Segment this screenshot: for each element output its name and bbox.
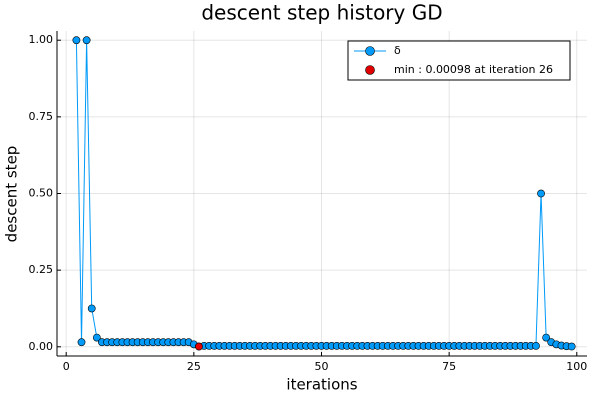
y-tick-label: 0.75 [29, 110, 54, 123]
data-point [87, 304, 96, 313]
data-point [542, 333, 551, 342]
data-point [77, 338, 86, 347]
legend-label: min : 0.00098 at iteration 26 [394, 63, 553, 76]
legend-marker [365, 46, 375, 56]
data-point [537, 189, 545, 198]
y-axis-label: descent step [3, 146, 21, 243]
legend-label: δ [394, 44, 401, 57]
y-tick-label: 1.00 [29, 33, 54, 46]
data-point [92, 333, 101, 342]
x-tick-label: 100 [566, 360, 587, 373]
legend-box [347, 40, 571, 81]
y-tick-label: 0.50 [29, 187, 54, 200]
y-tick-label: 0.00 [29, 340, 54, 353]
data-point [567, 342, 576, 351]
data-point [195, 342, 203, 351]
legend-marker [365, 65, 375, 75]
data-point [72, 36, 81, 45]
x-tick-label: 75 [442, 360, 456, 373]
x-tick-label: 50 [314, 360, 328, 373]
chart-title: descent step history GD [201, 1, 442, 25]
x-axis-label: iterations [286, 376, 357, 394]
data-point [532, 341, 540, 350]
x-tick-label: 0 [63, 360, 70, 373]
x-tick-label: 25 [187, 360, 201, 373]
y-tick-label: 0.25 [29, 263, 54, 276]
data-point [82, 36, 91, 45]
legend: δ min : 0.00098 at iteration 26 [347, 40, 571, 81]
